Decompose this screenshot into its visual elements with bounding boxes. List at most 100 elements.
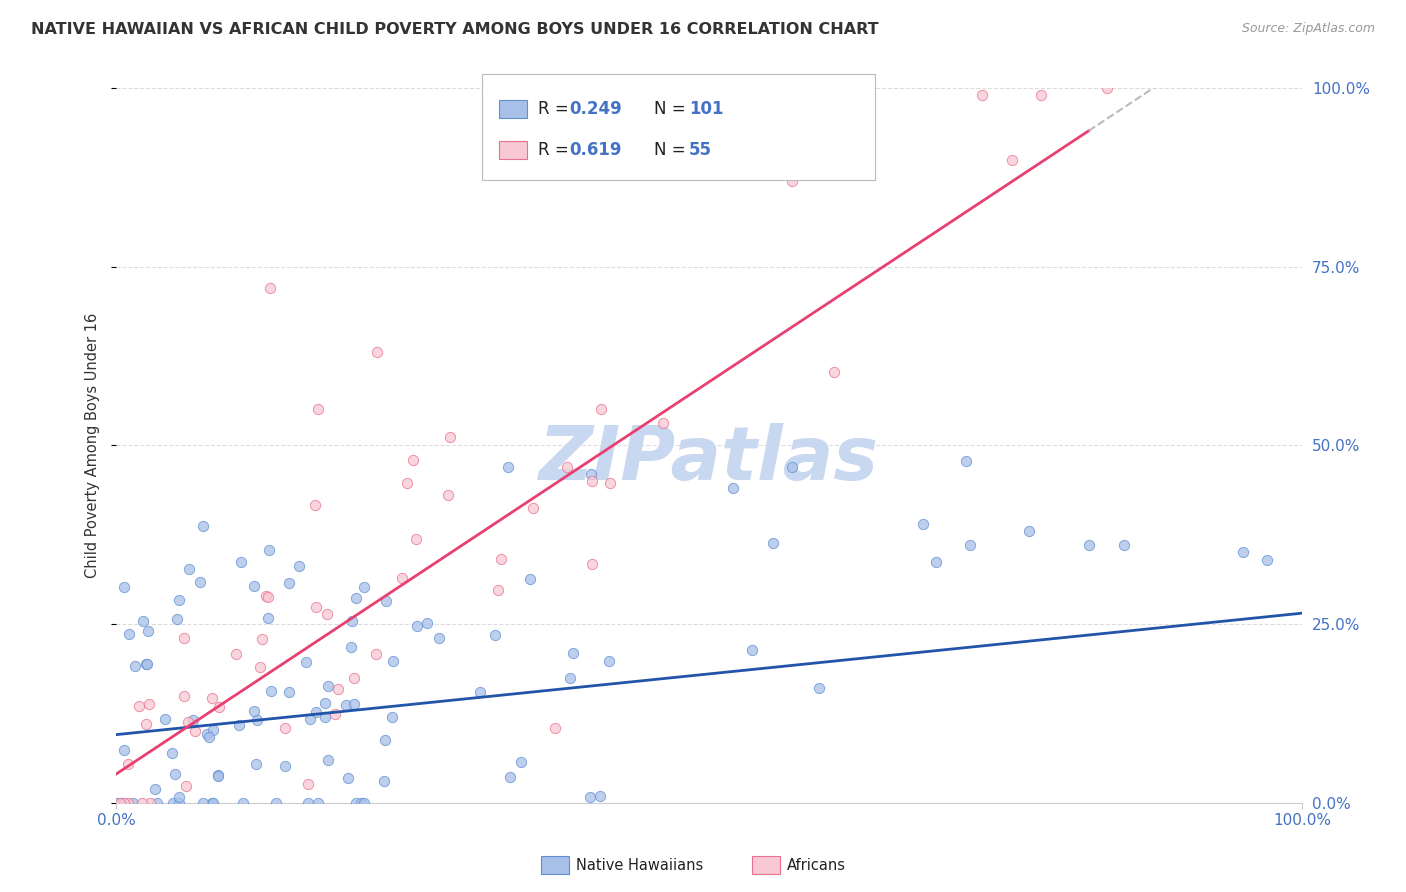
Point xyxy=(165,767,187,781)
Text: R =: R = xyxy=(538,141,575,159)
Point xyxy=(143,781,166,796)
Point xyxy=(955,454,977,468)
Point xyxy=(243,704,266,718)
Point xyxy=(599,475,621,490)
Point xyxy=(405,532,427,546)
Point xyxy=(498,771,520,785)
Point xyxy=(366,647,388,661)
Point xyxy=(131,796,153,810)
Point xyxy=(374,733,396,747)
Point xyxy=(108,796,131,810)
Point xyxy=(112,796,135,810)
Point xyxy=(340,615,363,629)
Point xyxy=(366,345,388,359)
Point xyxy=(198,730,221,744)
Point xyxy=(250,632,273,646)
Point xyxy=(328,681,350,696)
Point xyxy=(135,657,157,671)
Point xyxy=(256,591,278,605)
Point xyxy=(335,698,357,712)
Point xyxy=(124,659,146,673)
Point xyxy=(273,758,295,772)
Point xyxy=(146,796,169,810)
Point xyxy=(402,452,425,467)
Point xyxy=(762,536,785,550)
Point xyxy=(307,796,329,810)
Point xyxy=(299,712,322,726)
Text: R =: R = xyxy=(538,100,575,118)
Point xyxy=(581,474,603,488)
Point xyxy=(1077,538,1099,552)
Point xyxy=(807,681,830,696)
Point xyxy=(780,174,803,188)
Point xyxy=(437,488,460,502)
Point xyxy=(128,699,150,714)
Point xyxy=(406,619,429,633)
Point xyxy=(121,796,143,810)
Point xyxy=(314,710,336,724)
Point xyxy=(135,657,157,672)
Point xyxy=(138,796,160,810)
Point xyxy=(1256,552,1278,566)
Point xyxy=(353,796,375,810)
Point xyxy=(177,715,200,730)
Point xyxy=(202,796,225,810)
Point xyxy=(278,576,301,591)
Point xyxy=(297,776,319,790)
Point xyxy=(179,562,201,576)
Text: N =: N = xyxy=(654,100,690,118)
Point xyxy=(254,589,277,603)
Text: Native Hawaiians: Native Hawaiians xyxy=(576,858,704,872)
Point xyxy=(278,684,301,698)
Point xyxy=(259,281,281,295)
Point xyxy=(343,671,366,685)
Text: N =: N = xyxy=(654,141,690,159)
Point xyxy=(484,628,506,642)
Point xyxy=(555,459,578,474)
Point xyxy=(509,756,531,770)
Point xyxy=(245,713,267,727)
Point xyxy=(416,616,439,631)
Point xyxy=(427,632,450,646)
Point xyxy=(264,796,287,810)
Point xyxy=(375,594,398,608)
Point xyxy=(117,796,139,810)
Point xyxy=(169,593,191,607)
Point xyxy=(562,646,585,660)
Point xyxy=(117,757,139,772)
Point xyxy=(1001,153,1024,168)
Point xyxy=(741,643,763,657)
Point xyxy=(468,685,491,699)
Text: 101: 101 xyxy=(689,100,724,118)
Point xyxy=(232,796,254,810)
Point xyxy=(316,607,339,621)
Point xyxy=(166,611,188,625)
Point xyxy=(579,467,602,481)
Point xyxy=(579,790,602,805)
Point xyxy=(391,571,413,585)
Point xyxy=(316,753,339,767)
Point xyxy=(373,773,395,788)
Point xyxy=(191,796,214,810)
Point xyxy=(307,402,329,417)
Text: ZIPatlas: ZIPatlas xyxy=(540,423,879,496)
Point xyxy=(202,723,225,737)
Point xyxy=(522,500,544,515)
Point xyxy=(201,691,224,706)
Point xyxy=(112,743,135,757)
Point xyxy=(396,475,419,490)
Text: NATIVE HAWAIIAN VS AFRICAN CHILD POVERTY AMONG BOYS UNDER 16 CORRELATION CHART: NATIVE HAWAIIAN VS AFRICAN CHILD POVERTY… xyxy=(31,22,879,37)
Point xyxy=(245,757,267,772)
Point xyxy=(925,555,948,569)
Point xyxy=(118,627,141,641)
Point xyxy=(598,654,620,668)
Point xyxy=(340,640,363,654)
Text: 55: 55 xyxy=(689,141,711,159)
Point xyxy=(970,88,993,103)
Text: Source: ZipAtlas.com: Source: ZipAtlas.com xyxy=(1241,22,1375,36)
Point xyxy=(257,542,280,557)
Point xyxy=(181,713,204,727)
Point xyxy=(243,578,266,592)
Point xyxy=(135,717,157,731)
Point xyxy=(167,790,190,805)
